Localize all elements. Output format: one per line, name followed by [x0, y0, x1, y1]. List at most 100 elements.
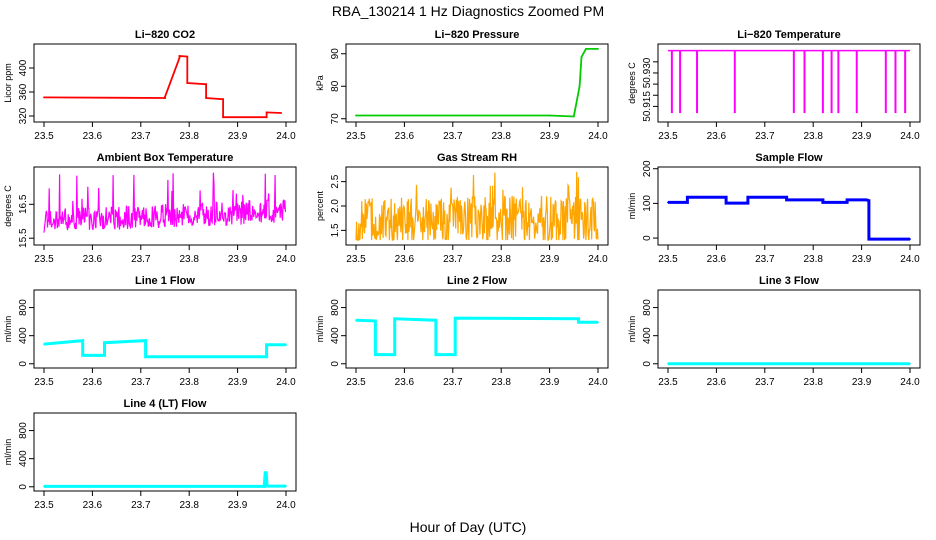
- y-axis-label: ml/min: [3, 316, 13, 343]
- y-tick-label: 200: [642, 160, 653, 177]
- series-line-line4: [44, 471, 286, 488]
- x-tick-label: 23.6: [395, 131, 415, 142]
- x-tick-label: 23.8: [179, 500, 199, 511]
- data-area: [43, 338, 287, 359]
- data-point: [103, 341, 106, 344]
- x-tick-label: 23.8: [491, 254, 511, 265]
- panel-title: Gas Stream RH: [437, 152, 517, 164]
- x-tick-label: 23.9: [852, 254, 872, 265]
- data-point: [280, 112, 283, 114]
- data-point: [667, 201, 669, 204]
- panel-co2: Li−820 CO2 23.5 23.6 23.7 23.8 23.9 24.0 320 360…: [3, 29, 297, 142]
- x-tick-label: 24.0: [588, 131, 608, 142]
- data-point: [374, 320, 377, 322]
- x-tick-label: 23.6: [83, 254, 103, 265]
- panel-title: Li−820 Pressure: [435, 29, 520, 41]
- data-point: [265, 116, 268, 119]
- x-tick-label: 23.5: [346, 131, 366, 142]
- y-tick-label: 400: [18, 450, 29, 467]
- panel-grid: Li−820 CO2 23.5 23.6 23.7 23.8 23.9 24.0 320 360…: [3, 29, 921, 511]
- data-point: [578, 85, 581, 88]
- data-point: [746, 202, 749, 204]
- y-tick-label: 1.5: [330, 223, 341, 237]
- data-point: [43, 343, 45, 346]
- data-point: [454, 353, 457, 356]
- data-point: [867, 238, 870, 241]
- figure-title: RBA_130214 1 Hz Diagnostics Zoomed PM: [332, 3, 604, 19]
- data-point: [81, 339, 84, 342]
- data-point: [186, 82, 189, 84]
- y-tick-label: 400: [330, 327, 341, 344]
- x-tick-label: 23.9: [540, 131, 560, 142]
- x-tick-label: 23.7: [131, 131, 151, 142]
- x-tick-label: 24.0: [900, 377, 920, 388]
- x-tick-label: 23.6: [395, 377, 415, 388]
- figure-x-axis-label: Hour of Day (UTC): [410, 519, 527, 535]
- data-point: [265, 471, 268, 474]
- y-tick-label: 800: [642, 299, 653, 316]
- x-tick-label: 23.5: [658, 377, 678, 388]
- data-point: [222, 98, 224, 101]
- y-tick-label: 800: [18, 422, 29, 439]
- data-point: [374, 353, 377, 356]
- y-tick-label: 2.0: [330, 199, 341, 213]
- data-point: [909, 362, 911, 365]
- y-axis-label: percent: [315, 190, 325, 221]
- panel-title: Line 4 (LT) Flow: [124, 398, 207, 410]
- data-point: [785, 196, 788, 199]
- y-tick-label: 400: [18, 59, 29, 76]
- x-tick-label: 23.6: [83, 131, 103, 142]
- data-area: [355, 316, 599, 357]
- series-line-pressure: [356, 48, 598, 118]
- x-tick-label: 24.0: [276, 377, 296, 388]
- data-point: [577, 317, 580, 320]
- x-tick-label: 23.6: [707, 131, 727, 142]
- x-tick-label: 24.0: [588, 254, 608, 265]
- x-tick-label: 23.5: [346, 254, 366, 265]
- data-point: [393, 317, 396, 320]
- data-point: [686, 201, 689, 204]
- y-axis-label: degrees C: [3, 185, 13, 227]
- data-point: [205, 97, 208, 99]
- data-point: [164, 95, 166, 98]
- panel-frame: [657, 43, 921, 123]
- data-point: [821, 199, 824, 201]
- data-area: [667, 195, 911, 241]
- data-point: [597, 47, 599, 50]
- data-point: [144, 339, 147, 342]
- panel-line1: Line 1 Flow 23.5 23.6 23.7 23.8 23.9 24.0 0 400 8…: [3, 275, 297, 388]
- y-tick-label: 360: [18, 83, 29, 100]
- data-point: [821, 201, 824, 204]
- y-axis-label: kPa: [315, 75, 325, 91]
- data-point: [548, 114, 551, 117]
- data-point: [144, 355, 147, 358]
- data-point: [667, 362, 669, 365]
- panel-pressure: Li−820 Pressure 23.5 23.6 23.7 23.8 23.9 24.0 7…: [315, 29, 609, 142]
- x-tick-label: 24.0: [276, 500, 296, 511]
- data-point: [846, 201, 848, 204]
- x-tick-label: 24.0: [588, 377, 608, 388]
- x-tick-label: 23.7: [443, 254, 463, 265]
- y-tick-label: 0: [18, 484, 29, 490]
- x-tick-label: 23.8: [803, 377, 823, 388]
- x-tick-label: 23.5: [658, 131, 678, 142]
- x-tick-label: 23.7: [755, 254, 775, 265]
- panel-title: Ambient Box Temperature: [97, 152, 234, 164]
- series-line-line2: [355, 316, 598, 357]
- panel-frame: [33, 43, 297, 123]
- x-tick-label: 23.9: [540, 254, 560, 265]
- y-tick-label: 16.5: [18, 194, 29, 214]
- y-axis-label: ml/min: [627, 316, 637, 343]
- x-tick-label: 24.0: [900, 254, 920, 265]
- x-tick-label: 23.5: [658, 254, 678, 265]
- y-tick-label: 2.5: [330, 174, 341, 188]
- data-point: [393, 353, 396, 356]
- y-tick-label: 80: [330, 80, 341, 92]
- panel-title: Li−820 Temperature: [737, 29, 840, 41]
- data-point: [43, 485, 45, 488]
- y-tick-label: 0: [330, 361, 341, 367]
- y-tick-label: 800: [18, 299, 29, 316]
- panel-frame: [657, 289, 921, 369]
- data-point: [686, 196, 689, 199]
- y-tick-label: 400: [642, 327, 653, 344]
